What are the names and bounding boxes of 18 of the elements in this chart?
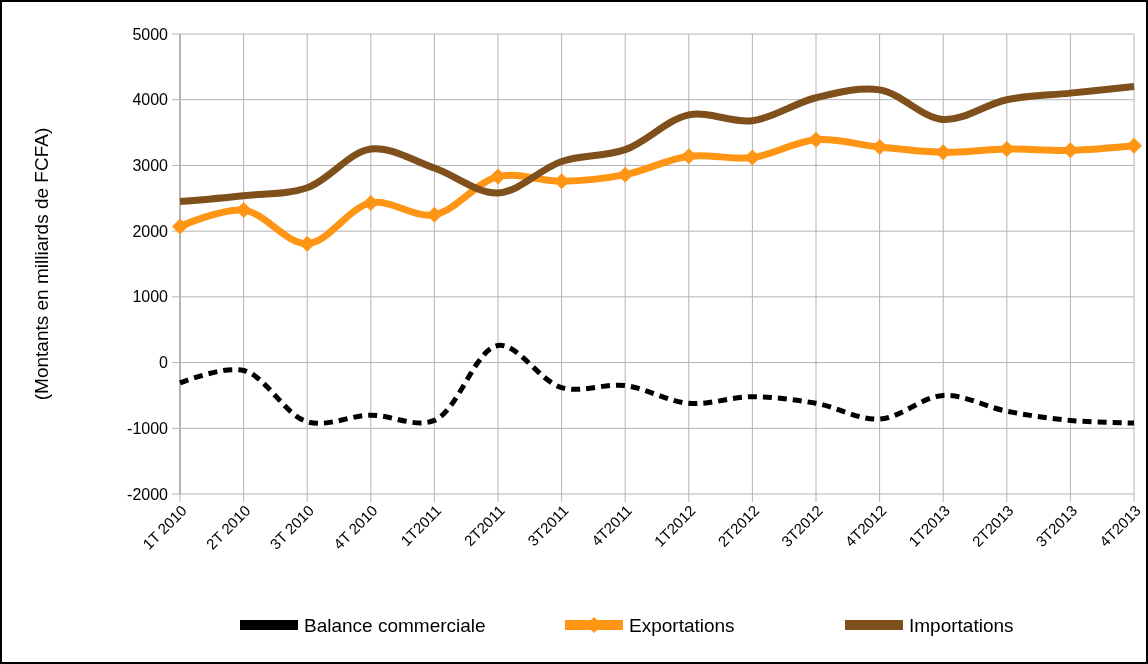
- y-tick-label: -1000: [127, 419, 169, 437]
- y-axis-title: (Montants en milliards de FCFA): [31, 127, 52, 401]
- point: [1126, 137, 1142, 154]
- y-tick-label: 1000: [132, 288, 169, 306]
- y-tick-label: -2000: [127, 485, 169, 503]
- point: [172, 218, 188, 235]
- point: [299, 235, 316, 252]
- y-tick-label: 5000: [132, 25, 169, 43]
- y-tick-label: 3000: [132, 157, 169, 175]
- legend-label: Balance commerciale: [304, 614, 486, 636]
- legend-label: Importations: [909, 614, 1014, 636]
- point: [490, 168, 506, 185]
- point: [362, 194, 379, 211]
- y-tick-label: 2000: [132, 222, 169, 240]
- y-tick-label: 0: [159, 354, 169, 372]
- point: [617, 166, 634, 183]
- legend-label: Exportations: [629, 614, 735, 636]
- y-tick-label: 4000: [132, 91, 169, 109]
